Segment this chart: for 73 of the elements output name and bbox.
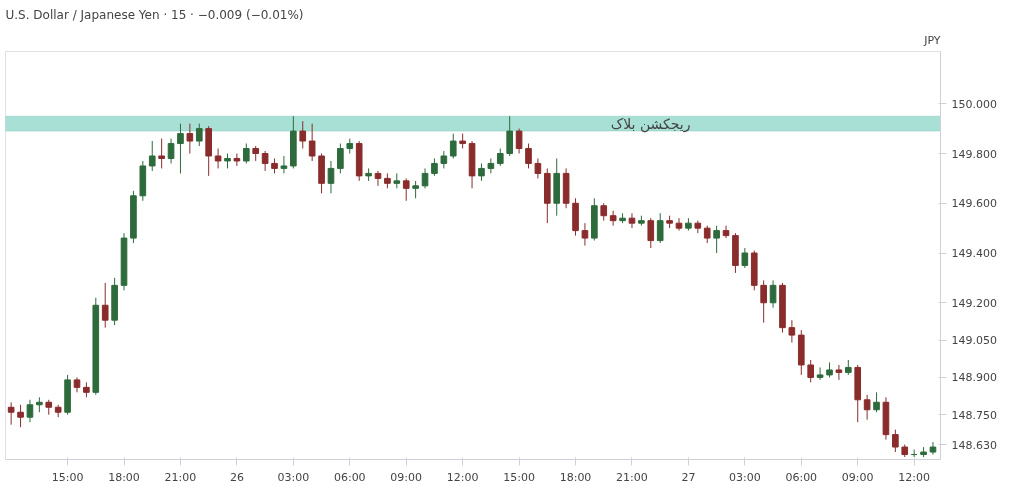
candlestick (280, 155, 288, 174)
y-tick-label: 149.400 (951, 247, 997, 261)
candlestick (337, 143, 344, 174)
candlestick (534, 157, 542, 179)
candlestick (26, 399, 34, 423)
candlestick (158, 138, 165, 169)
x-tick-label: 09:00 (390, 470, 423, 484)
x-tick-label: 15:00 (503, 470, 535, 484)
x-tick-label: 12:00 (898, 470, 931, 484)
candlestick (242, 143, 250, 164)
candlestick (167, 138, 175, 164)
text: JPY (923, 33, 941, 47)
y-tick-label: 149.600 (951, 197, 997, 211)
candlestick (760, 279, 767, 324)
x-tick-label: 18:00 (108, 470, 140, 484)
candlestick (873, 391, 880, 413)
candlestick (656, 212, 664, 244)
candlestick (233, 153, 241, 167)
candlestick (647, 217, 655, 249)
candlestick (769, 279, 777, 309)
x-tick-label: 21:00 (164, 470, 197, 484)
candlestick (186, 123, 194, 154)
candlestick (816, 366, 824, 381)
candlestick (788, 319, 796, 344)
candlestick (525, 143, 532, 169)
candlestick (7, 401, 15, 426)
y-tick-label: 149.800 (951, 147, 997, 161)
y-tick-label: 148.750 (951, 408, 997, 422)
candlestick (487, 157, 495, 174)
candlestick (177, 123, 184, 174)
x-tick-label: 21:00 (616, 470, 648, 484)
candlestick (449, 133, 457, 159)
y-tick-label: 150.000 (951, 97, 997, 111)
candlestick (214, 148, 222, 169)
candlestick (807, 359, 815, 383)
band-label: ریجکشن بلاک (610, 115, 691, 133)
candlestick (515, 128, 523, 154)
x-tick-label: 03:00 (277, 470, 310, 484)
candlestick (929, 441, 937, 456)
x-tick-label: 15:00 (51, 470, 84, 484)
candlestick (628, 212, 636, 229)
x-tick-label: 06:00 (785, 470, 818, 484)
x-tick-label: 12:00 (446, 470, 479, 484)
candlestick (835, 364, 843, 381)
candlestick (195, 123, 203, 147)
candlestick (261, 150, 269, 172)
x-tick-label: 06:00 (333, 470, 366, 484)
candlestick (17, 404, 24, 428)
x-tick-label: 27 (681, 470, 696, 484)
candlestick (581, 222, 589, 247)
candlestick (101, 282, 109, 329)
candlestick (402, 177, 410, 202)
candlestick (506, 115, 514, 157)
candlestick (374, 170, 382, 187)
candlestick (741, 247, 749, 269)
y-tick-label: 149.200 (951, 296, 997, 310)
x-tick-label: 03:00 (729, 470, 761, 484)
candlestick (675, 217, 683, 232)
candlestick (722, 225, 730, 239)
y-tick-label: 148.630 (951, 438, 997, 452)
candlestick (713, 225, 720, 254)
y-tick-label: 148.900 (951, 371, 997, 385)
candlestick (892, 429, 899, 453)
x-tick-label: 26 (229, 470, 244, 484)
x-tick-label: 18:00 (559, 470, 592, 484)
candlestick (863, 394, 871, 421)
y-tick-label: 149.050 (951, 334, 997, 348)
candlestick (308, 123, 316, 162)
x-tick-label: 09:00 (841, 470, 874, 484)
chart-title: U.S. Dollar / Japanese Yen · 15 · −0.009 (−0.01%) (5, 7, 304, 22)
candlestick (327, 160, 335, 194)
candlestick (148, 140, 156, 172)
candlestick (299, 120, 307, 150)
